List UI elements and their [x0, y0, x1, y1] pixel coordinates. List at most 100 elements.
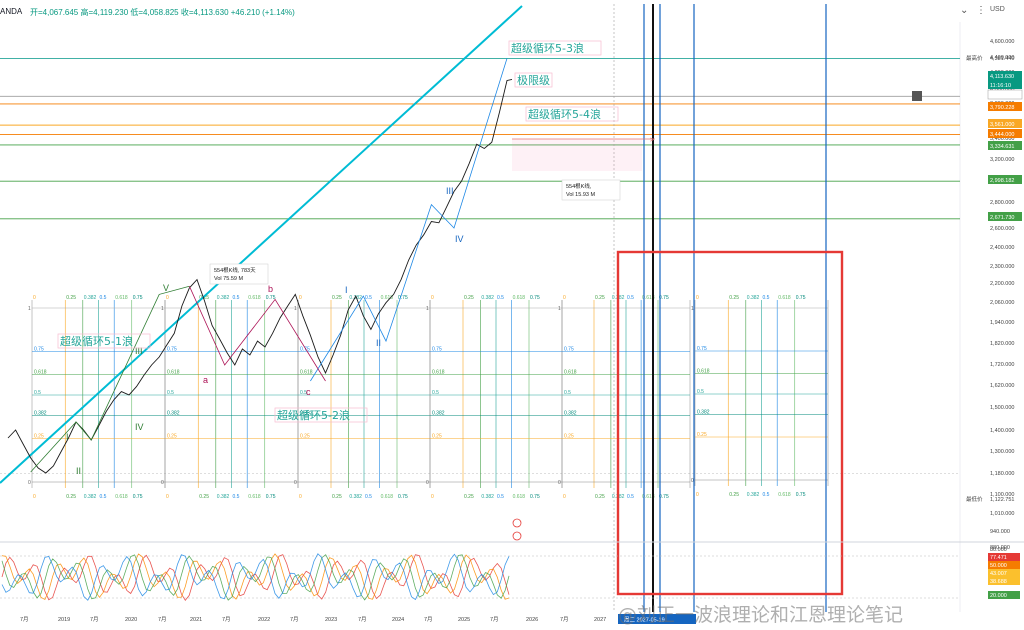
fib-side-label: 0.75: [34, 347, 44, 353]
time-axis-label: 7月: [158, 616, 167, 623]
arrow-head: >: [650, 137, 654, 144]
fib-bottom-label: 0.75: [530, 494, 540, 500]
trend-line[interactable]: [0, 5, 523, 484]
measure-line2: Vol 15.93 M: [566, 192, 595, 198]
price-tag: [988, 175, 1022, 184]
fib-bottom-label: 0.618: [248, 494, 261, 500]
oscillator-line: [1, 554, 510, 601]
time-axis-label: 2024: [392, 617, 404, 623]
fib-side-label: 0.25: [34, 434, 44, 440]
oscillator-pane: [0, 553, 960, 601]
fib-top-label: 0.382: [747, 295, 760, 301]
wave-label: I: [66, 432, 69, 442]
price-tag: [988, 141, 1022, 150]
fib-bottom-label: 0.5: [627, 494, 634, 500]
fib-side-label: 0.25: [167, 434, 177, 440]
price-tag-value: 2,998.182: [990, 178, 1014, 184]
event-icon: [512, 518, 522, 528]
osc-tag-value: 20.000: [990, 593, 1007, 599]
fib-top-label: 0.25: [199, 295, 209, 301]
fib-top-label: 0.75: [796, 295, 806, 301]
wave-overlay: [189, 286, 326, 382]
fib-side-label: 0.382: [167, 411, 180, 417]
price-tick-label: 1,010.000: [990, 511, 1014, 517]
price-axis[interactable]: [960, 22, 1024, 630]
fib-top-label: 0.25: [464, 295, 474, 301]
wave-annotation: 超级循环5-1浪: [60, 334, 133, 348]
time-axis-label: 7月: [358, 616, 367, 623]
more-options-icon[interactable]: ⋮: [976, 5, 986, 16]
oscillator-line: [1, 553, 510, 601]
osc-tag-value: 38.688: [990, 579, 1007, 585]
fib-bottom-label: 0.382: [747, 492, 760, 498]
date-tag-text: 周二 2027-05-19: [624, 617, 665, 624]
highest-value: 4,381.440: [990, 56, 1014, 62]
fib-bottom-label: 0: [299, 494, 302, 500]
fib-bottom-label: 0.618: [115, 494, 128, 500]
annotation-box: [514, 72, 553, 88]
currency-label[interactable]: USD: [990, 6, 1005, 13]
measure-line1: 554根K线,: [566, 182, 592, 190]
vertical-markers: >: [512, 4, 827, 612]
fib-side-label: 0.382: [34, 411, 47, 417]
oscillator-line: [1, 554, 510, 601]
fib-bottom-label: 0: [431, 494, 434, 500]
fib-top-label: 0.5: [365, 295, 372, 301]
price-tick-label: 2,400.000: [990, 245, 1014, 251]
time-axis-label: 2023: [325, 617, 337, 623]
osc-tag: [988, 561, 1020, 569]
price-tick-label: 4,400.000: [990, 55, 1014, 61]
time-axis[interactable]: 7月 2019 7月 2020 7月 2021 7月 2022 7月 2023 7月 2024 7月 20…: [20, 614, 696, 624]
fib-side-label: 1: [161, 306, 164, 312]
fib-bottom-label: 0.25: [464, 494, 474, 500]
fib-top-label: 0.382: [481, 295, 494, 301]
price-tick-label: 3,400.000: [990, 136, 1014, 142]
price-tag-value: 3,444.000: [990, 132, 1014, 138]
target-zone-box[interactable]: [616, 250, 844, 596]
fib-top-label: 0: [33, 295, 36, 301]
price-tick-label: 1,500.000: [990, 405, 1014, 411]
osc-tag-value: 50.000: [990, 563, 1007, 569]
fib-side-label: 1: [28, 306, 31, 312]
fib-bottom-label: 0.75: [659, 494, 669, 500]
fib-bottom-label: 0.25: [595, 494, 605, 500]
price-tick-label: 1,100.000: [990, 492, 1014, 498]
price-tag: [988, 212, 1022, 221]
fib-top-label: 0.618: [778, 295, 791, 301]
wave-label: a: [203, 375, 208, 385]
price-tick-label: 2,060.000: [990, 300, 1014, 306]
time-axis-label: 7月: [424, 616, 433, 623]
measure-box: [561, 179, 621, 201]
wave-label: IV: [455, 234, 464, 244]
osc-tag: [988, 577, 1020, 585]
fib-bottom-label: 0.25: [199, 494, 209, 500]
osc-tag: [988, 569, 1020, 577]
fib-side-label: 0.75: [564, 347, 574, 353]
fib-bottom-label: 0.5: [233, 494, 240, 500]
chevron-down-icon[interactable]: ⌄: [960, 5, 969, 16]
fib-bottom-label: 0: [166, 494, 169, 500]
fib-side-label: 0.25: [697, 432, 707, 438]
oscillator-line: [1, 553, 510, 601]
fib-bottom-label: 0.5: [100, 494, 107, 500]
fib-side-label: 0.5: [167, 390, 174, 396]
symbol-label[interactable]: ANDA: [0, 7, 23, 16]
measure-line2: Vol 75.59 M: [214, 276, 243, 282]
price-tick-label: 4,600.000: [990, 39, 1014, 45]
fib-bottom-label: 0.25: [729, 492, 739, 498]
time-axis-label: 2019: [58, 617, 70, 623]
wave-overlay: [30, 285, 190, 473]
wave-label: I: [345, 285, 348, 295]
price-axis-labels: 4,600.0004,400.0004,200.0004,000.0003,80…: [512, 39, 1023, 599]
wave-overlay: [310, 58, 508, 382]
fib-side-label: 1: [426, 306, 429, 312]
fib-bottom-label: 0.25: [66, 494, 76, 500]
wave-label: IV: [135, 422, 144, 432]
fib-top-label: 0.5: [763, 295, 770, 301]
fib-bottom-label: 0: [563, 494, 566, 500]
event-icon: [512, 531, 522, 541]
price-tag-value: 3,895.284: [990, 93, 1014, 99]
time-axis-label: 7月: [290, 616, 299, 623]
osc-tag: [988, 553, 1020, 561]
